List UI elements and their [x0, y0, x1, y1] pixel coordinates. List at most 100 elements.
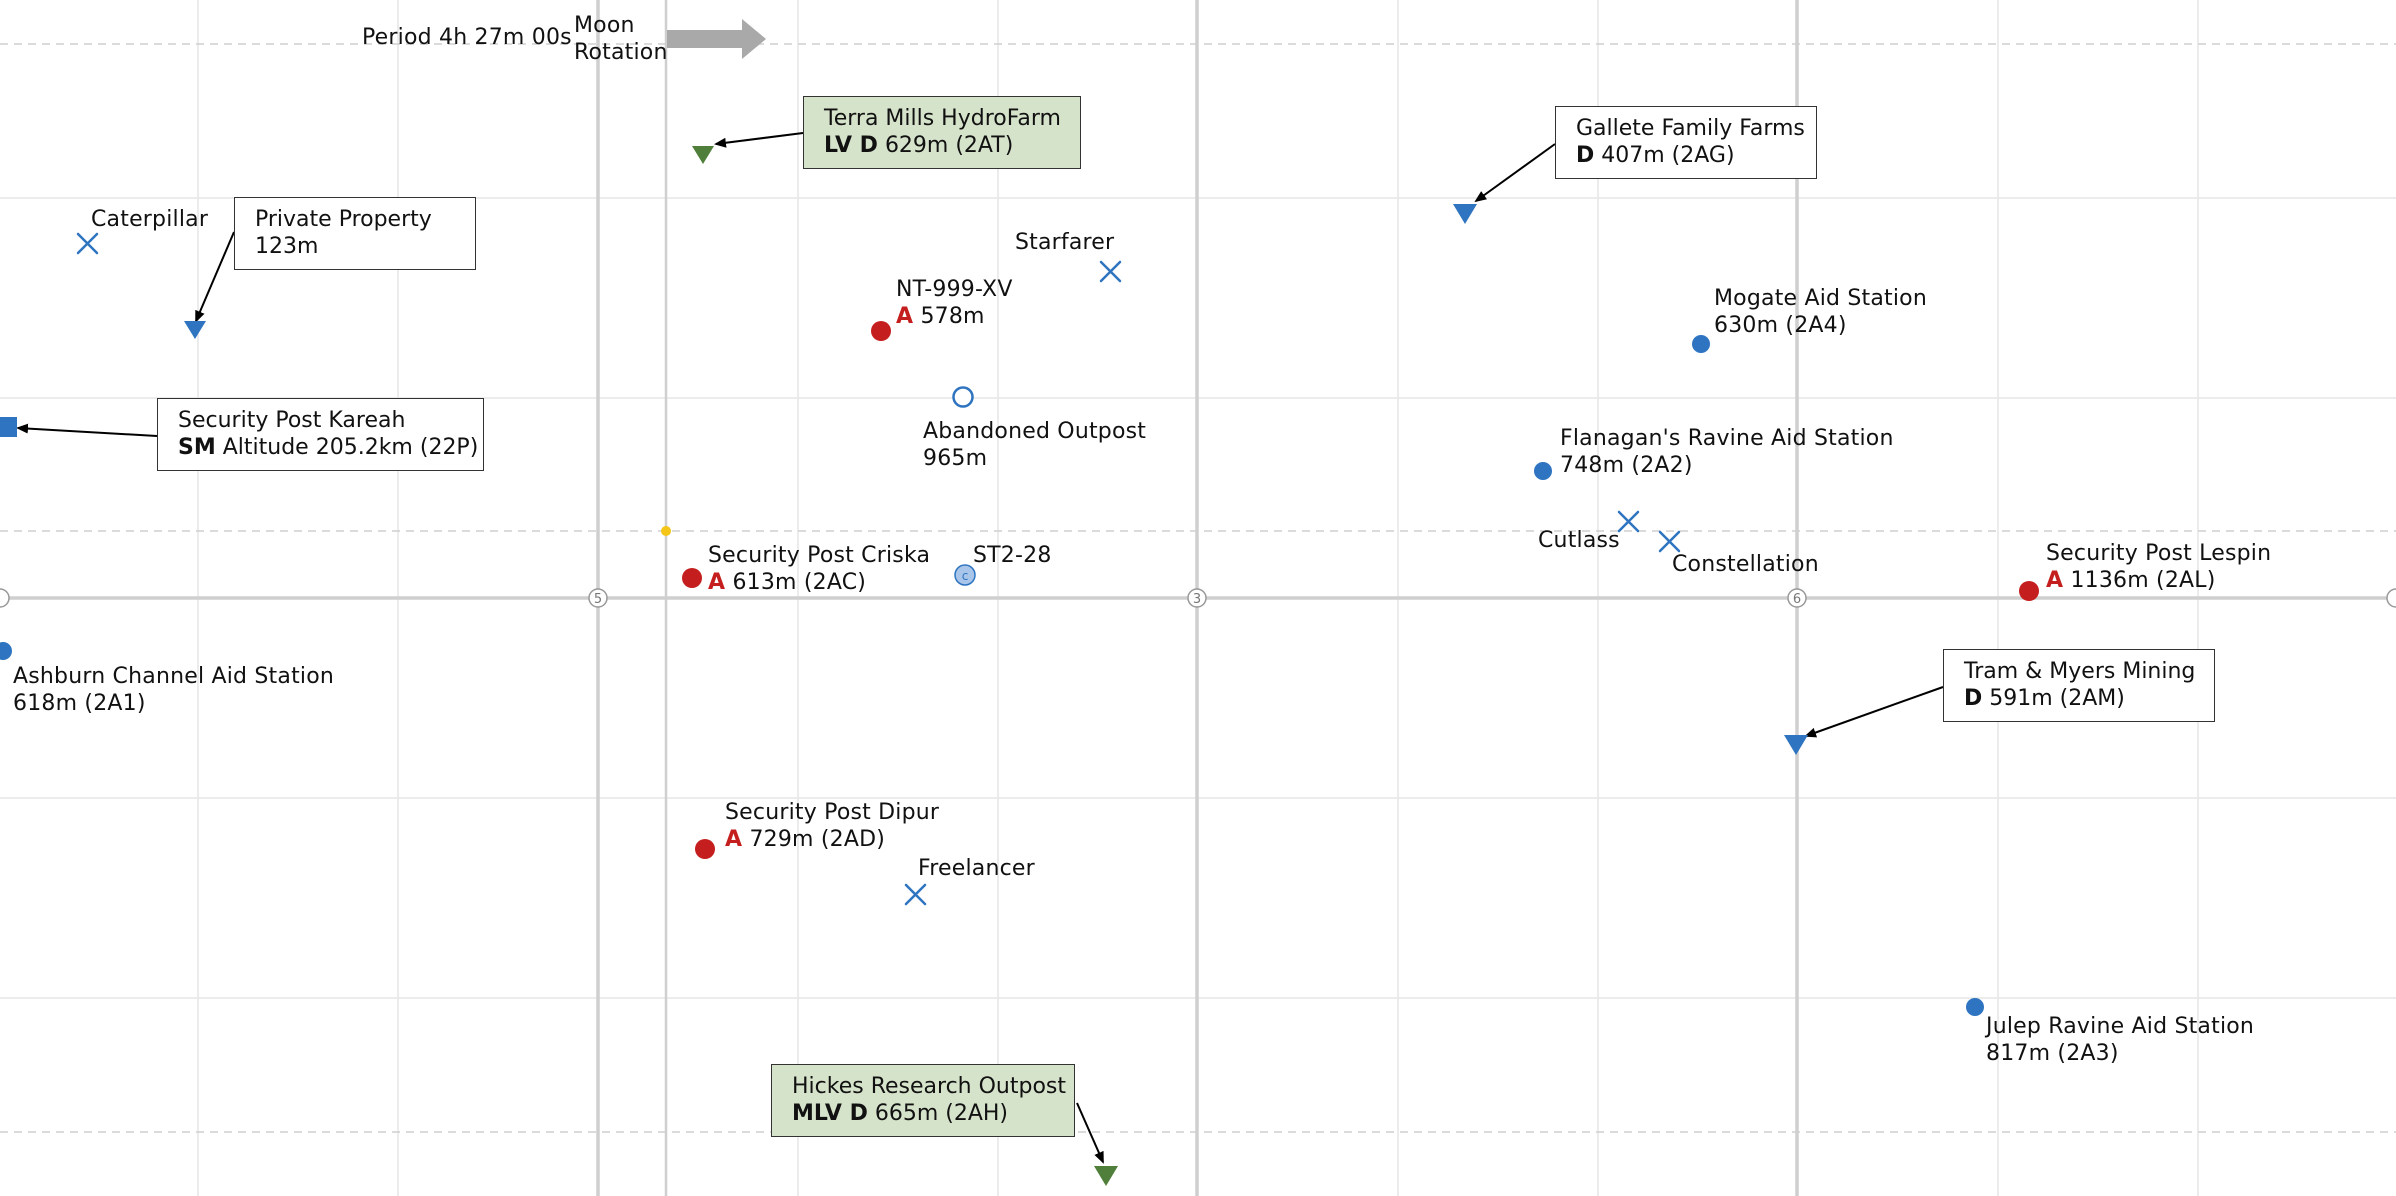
blue-dot-icon	[1692, 335, 1710, 353]
cross-marker-icon	[1617, 510, 1640, 533]
marker-terra-mills[interactable]	[692, 146, 714, 164]
marker-starfarer[interactable]	[1099, 260, 1122, 283]
triangle-marker-icon	[184, 321, 206, 339]
rotation-label-line2: Rotation	[574, 40, 668, 65]
marker-dipur[interactable]	[695, 839, 715, 859]
blue-dot-icon	[1966, 998, 1984, 1016]
marker-gallete[interactable]	[1453, 204, 1477, 224]
marker-ashburn[interactable]	[0, 642, 12, 660]
marker-cutlass[interactable]	[1617, 510, 1640, 533]
label-criska: Security Post Criska A 613m (2AC)	[708, 542, 930, 596]
c-dot-icon	[954, 564, 976, 586]
callout-tag: MLV D	[792, 1101, 868, 1126]
callout-name: Gallete Family Farms	[1576, 116, 1805, 141]
callout-detail: 407m (2AG)	[1601, 143, 1735, 168]
marker-flanagan[interactable]	[1534, 462, 1552, 480]
label-freelancer: Freelancer	[918, 856, 1035, 881]
label-line1: Julep Ravine Aid Station	[1986, 1014, 2255, 1039]
marker-st228[interactable]: c	[954, 564, 976, 586]
callout-tag: SM	[178, 435, 216, 460]
marker-tram-myers[interactable]	[1784, 735, 1808, 755]
marker-private-property[interactable]	[184, 321, 206, 339]
label-julep: Julep Ravine Aid Station 817m (2A3)	[1986, 1013, 2254, 1067]
callout-detail: 591m (2AM)	[1989, 686, 2125, 711]
label-nt999: NT-999-XV A 578m	[896, 276, 1013, 330]
label-line1: Flanagan's Ravine Aid Station	[1560, 426, 1894, 451]
callout-name: Tram & Myers Mining	[1964, 659, 2196, 684]
callout-detail: 665m (2AH)	[874, 1101, 1009, 1126]
callout-tag: D	[1576, 143, 1595, 168]
marker-hickes[interactable]	[1094, 1166, 1118, 1186]
axis-markers	[0, 588, 2396, 608]
callout-name: Hickes Research Outpost	[792, 1074, 1067, 1099]
label-line1: Abandoned Outpost	[923, 419, 1147, 444]
armistice-tag: A	[708, 570, 726, 595]
marker-julep[interactable]	[1966, 998, 1984, 1016]
c-dot-glyph: c	[962, 569, 969, 583]
armistice-tag: A	[725, 827, 743, 852]
label-dipur: Security Post Dipur A 729m (2AD)	[725, 799, 939, 853]
marker-kareah[interactable]	[0, 417, 17, 437]
blue-dot-icon	[0, 642, 12, 660]
marker-lespin[interactable]	[2019, 581, 2039, 601]
callout-private-property[interactable]: Private Property 123m	[234, 197, 476, 270]
label-line2: 1136m (2AL)	[2070, 568, 2216, 593]
label-caterpillar: Caterpillar	[91, 207, 209, 232]
axis-marker-middle-label: 3	[1193, 592, 1201, 607]
callout-detail: 123m	[255, 234, 319, 259]
callout-detail: 629m (2AT)	[884, 133, 1014, 158]
label-line1: Mogate Aid Station	[1714, 286, 1927, 311]
ring-marker-icon	[952, 386, 974, 408]
axis-marker-edge-right	[2386, 588, 2396, 608]
label-line1: Security Post Lespin	[2046, 541, 2272, 566]
triangle-marker-icon	[1453, 204, 1477, 224]
marker-caterpillar[interactable]	[76, 232, 99, 255]
marker-criska[interactable]	[682, 568, 702, 588]
marker-constellation[interactable]	[1658, 530, 1681, 553]
label-line2: 618m (2A1)	[13, 691, 146, 716]
axis-marker-right-label: 6	[1793, 592, 1801, 607]
callout-hickes[interactable]: Hickes Research Outpost MLV D 665m (2AH)	[771, 1064, 1075, 1137]
red-dot-icon	[871, 321, 891, 341]
label-starfarer: Starfarer	[1015, 230, 1115, 255]
rotation-label: Moon Rotation	[574, 12, 668, 66]
label-ashburn: Ashburn Channel Aid Station 618m (2A1)	[13, 663, 334, 717]
callout-name: Security Post Kareah	[178, 408, 406, 433]
label-line1: Security Post Criska	[708, 543, 931, 568]
axis-marker-edge-left	[0, 588, 10, 608]
callout-kareah[interactable]: Security Post Kareah SM Altitude 205.2km…	[157, 398, 484, 471]
square-marker-icon	[0, 417, 17, 437]
label-line2: 748m (2A2)	[1560, 453, 1693, 478]
marker-freelancer[interactable]	[904, 883, 927, 906]
armistice-tag: A	[2046, 568, 2064, 593]
label-mogate: Mogate Aid Station 630m (2A4)	[1714, 285, 1927, 339]
label-line1: Ashburn Channel Aid Station	[13, 664, 335, 689]
callout-gallete[interactable]: Gallete Family Farms D 407m (2AG)	[1555, 106, 1817, 179]
label-line1: NT-999-XV	[896, 277, 1013, 302]
label-flanagan: Flanagan's Ravine Aid Station 748m (2A2)	[1560, 425, 1894, 479]
callout-detail: Altitude 205.2km (22P)	[222, 435, 479, 460]
axis-marker-right	[1787, 588, 1807, 608]
rotation-period: Period 4h 27m 00s	[362, 25, 572, 50]
cross-marker-icon	[1658, 530, 1681, 553]
marker-mogate[interactable]	[1692, 335, 1710, 353]
label-cutlass: Cutlass	[1538, 528, 1620, 553]
callout-name: Private Property	[255, 207, 432, 232]
triangle-marker-icon	[692, 146, 714, 164]
rotation-arrow-icon	[667, 19, 766, 59]
sun-marker	[661, 526, 671, 536]
label-constellation: Constellation	[1672, 552, 1819, 577]
callout-terra-mills[interactable]: Terra Mills HydroFarm LV D 629m (2AT)	[803, 96, 1081, 169]
label-line2: 630m (2A4)	[1714, 313, 1847, 338]
label-lespin: Security Post Lespin A 1136m (2AL)	[2046, 540, 2271, 594]
cross-marker-icon	[1099, 260, 1122, 283]
cross-markers	[76, 232, 1681, 906]
red-dot-icon	[682, 568, 702, 588]
callout-leaders	[16, 132, 1944, 1164]
label-line2: 965m	[923, 446, 988, 471]
callout-tram-myers[interactable]: Tram & Myers Mining D 591m (2AM)	[1943, 649, 2215, 722]
marker-nt999[interactable]	[871, 321, 891, 341]
label-abandoned: Abandoned Outpost 965m	[923, 418, 1146, 472]
marker-abandoned[interactable]	[952, 386, 974, 408]
label-line2: 729m (2AD)	[749, 827, 886, 852]
